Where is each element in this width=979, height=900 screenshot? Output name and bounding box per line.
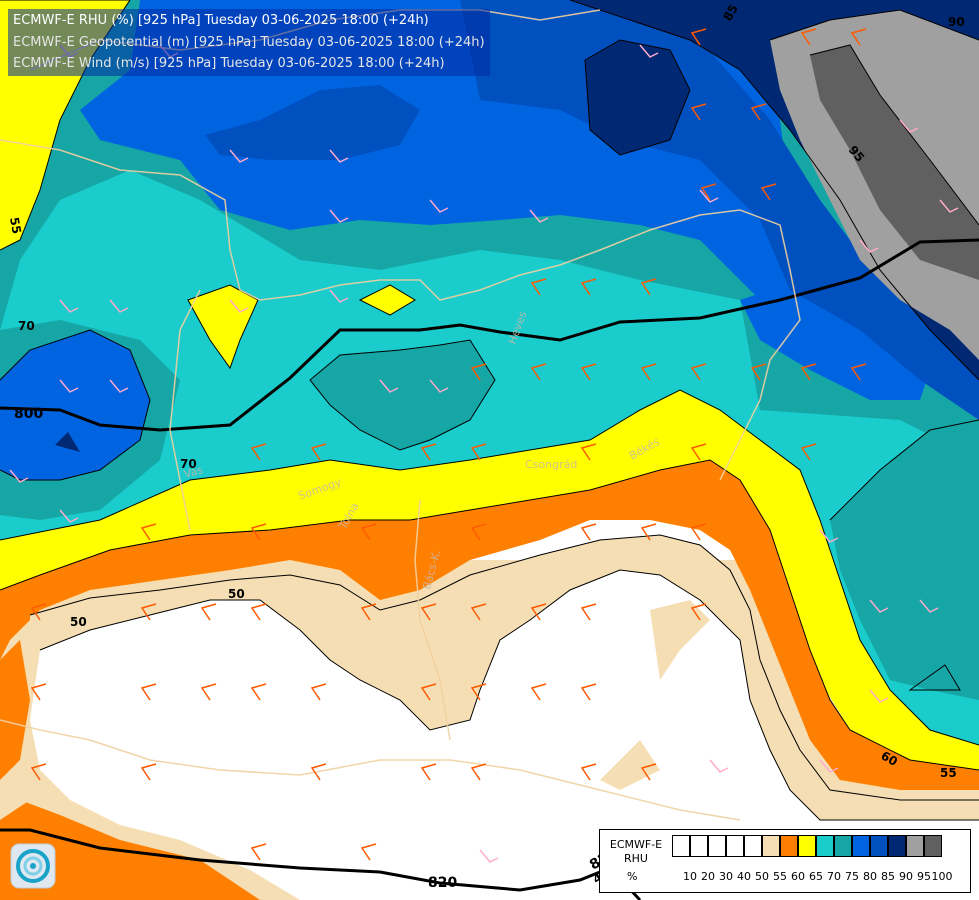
legend-swatch bbox=[816, 835, 834, 857]
legend-title-line1: ECMWF-E bbox=[609, 838, 663, 851]
legend-tick-label: 100 bbox=[931, 870, 953, 883]
legend-swatch bbox=[798, 835, 816, 857]
legend-tick-label: 60 bbox=[791, 870, 805, 883]
legend-swatch bbox=[708, 835, 726, 857]
place-label: Csongrád bbox=[525, 458, 577, 471]
geopotential-800-line bbox=[0, 238, 979, 432]
legend-swatch bbox=[852, 835, 870, 857]
legend-swatch bbox=[834, 835, 852, 857]
legend-title: ECMWF-E RHU bbox=[604, 838, 668, 866]
legend-swatch bbox=[780, 835, 798, 857]
legend-swatch bbox=[762, 835, 780, 857]
contour-label: 70 bbox=[18, 319, 35, 333]
legend-tick-label: 65 bbox=[809, 870, 823, 883]
contour-label: 55 bbox=[7, 216, 24, 235]
legend-tick-label: 30 bbox=[719, 870, 733, 883]
legend-unit: % bbox=[627, 870, 638, 883]
legend-swatch bbox=[924, 835, 942, 857]
title-geopotential: ECMWF-E Geopotential (m) [925 hPa] Tuesd… bbox=[13, 35, 485, 50]
wind-barbs bbox=[9, 28, 959, 863]
contour-label: 50 bbox=[70, 615, 87, 629]
legend-swatch bbox=[906, 835, 924, 857]
legend-tick-label: 85 bbox=[881, 870, 895, 883]
contour-label: 90 bbox=[948, 15, 965, 29]
legend-tick-label: 75 bbox=[845, 870, 859, 883]
legend-tick-label: 40 bbox=[737, 870, 751, 883]
legend-swatch bbox=[726, 835, 744, 857]
legend-title-line2: RHU bbox=[624, 852, 648, 865]
legend-swatch bbox=[672, 835, 690, 857]
title-wind: ECMWF-E Wind (m/s) [925 hPa] Tuesday 03-… bbox=[13, 56, 445, 71]
legend-swatch bbox=[690, 835, 708, 857]
logo-icon bbox=[10, 843, 56, 889]
map-title-box: ECMWF-E RHU (%) [925 hPa] Tuesday 03-06-… bbox=[8, 9, 490, 76]
legend-tick-label: 50 bbox=[755, 870, 769, 883]
contour-label: 50 bbox=[228, 587, 245, 601]
legend-tick-label: 10 bbox=[683, 870, 697, 883]
legend-tick-label: 70 bbox=[827, 870, 841, 883]
geopotential-820-line bbox=[0, 828, 642, 900]
legend-tick-label: 80 bbox=[863, 870, 877, 883]
rh-zone-55 bbox=[0, 460, 979, 790]
title-rhu: ECMWF-E RHU (%) [925 hPa] Tuesday 03-06-… bbox=[13, 13, 429, 28]
legend-swatch bbox=[888, 835, 906, 857]
legend-tick-label: 55 bbox=[773, 870, 787, 883]
geopotential-label: 800 bbox=[14, 406, 43, 422]
contour-label: 55 bbox=[940, 766, 957, 780]
contour-label: 70 bbox=[180, 457, 197, 471]
rhu-legend: ECMWF-E RHU % 10 20 30 40 50 55 60 65 70 75 80 85 90… bbox=[599, 829, 971, 893]
rh-zone-95 bbox=[810, 45, 979, 280]
geopotential-label: 820 bbox=[428, 875, 457, 891]
place-label: Vas bbox=[182, 463, 204, 481]
legend-tick-label: 90 bbox=[899, 870, 913, 883]
legend-tick-label: 95 bbox=[917, 870, 931, 883]
legend-swatch bbox=[870, 835, 888, 857]
legend-tick-label: 20 bbox=[701, 870, 715, 883]
legend-swatch bbox=[744, 835, 762, 857]
